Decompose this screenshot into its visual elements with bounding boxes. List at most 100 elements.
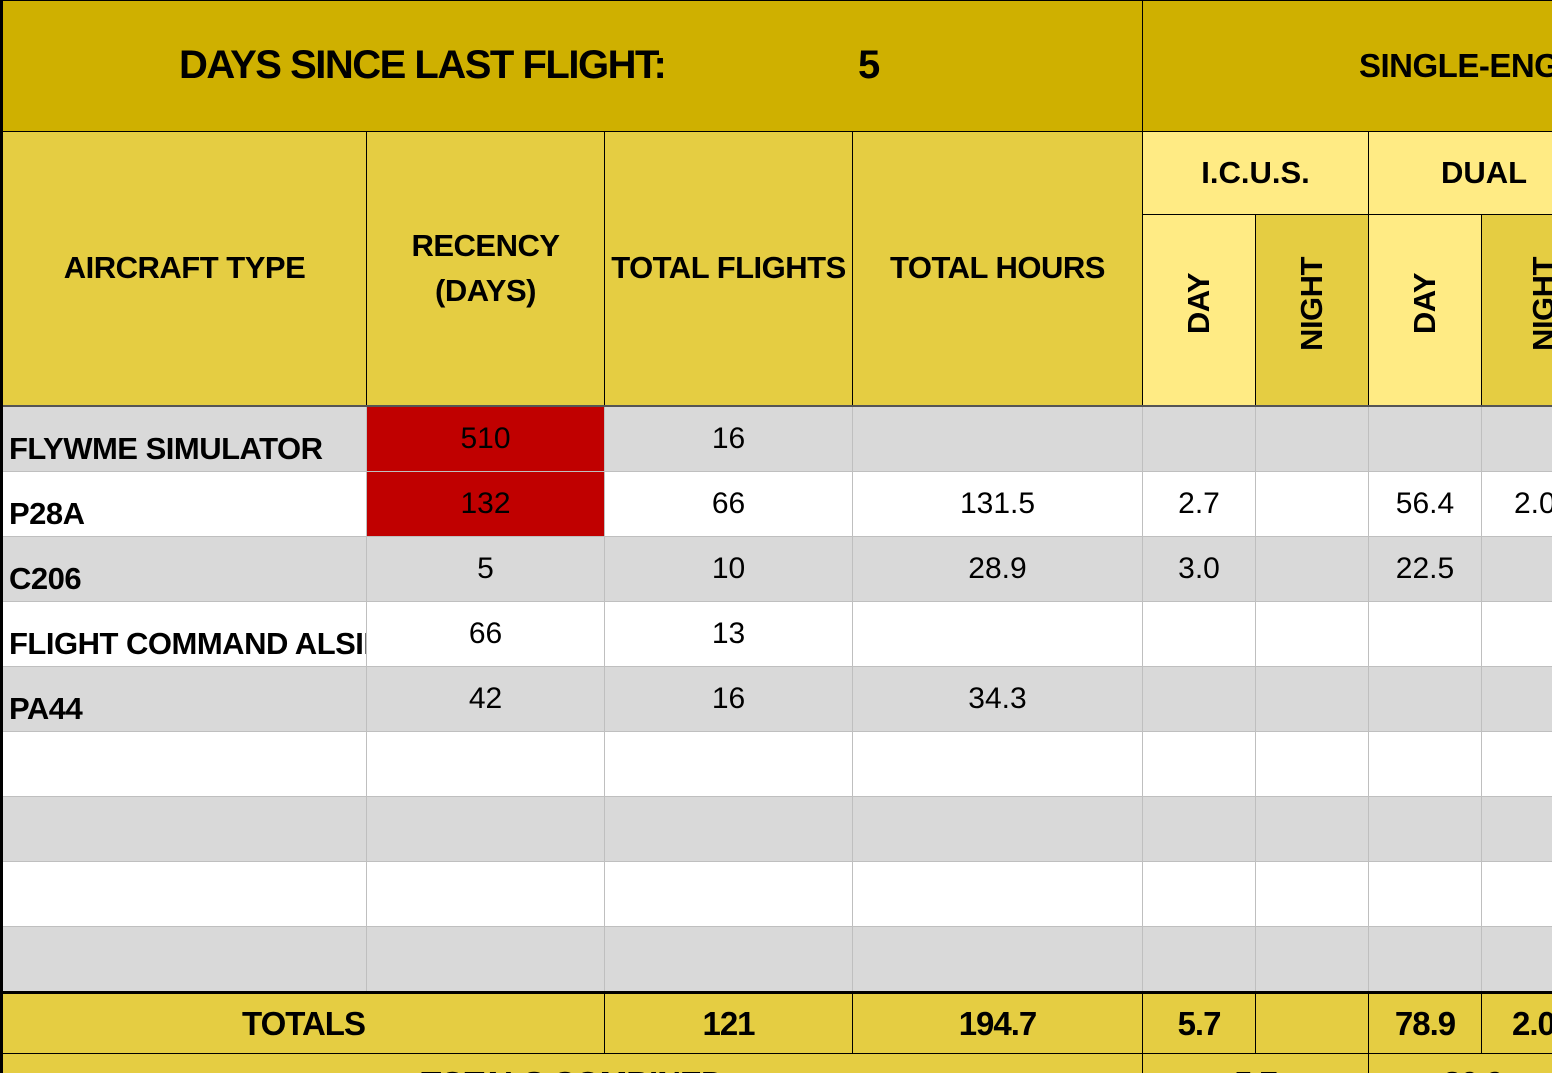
cell-icus-night[interactable] bbox=[1255, 536, 1369, 602]
cell-icus-day[interactable]: 2.7 bbox=[1142, 471, 1256, 537]
cell-icus-night[interactable] bbox=[1255, 471, 1369, 537]
totals-icus-night[interactable] bbox=[1255, 991, 1369, 1054]
cell-icus-day[interactable] bbox=[1142, 861, 1256, 927]
cell-dual-day[interactable] bbox=[1368, 796, 1482, 862]
cell-icus-day[interactable] bbox=[1142, 601, 1256, 667]
header-dual-day[interactable]: DAY bbox=[1368, 214, 1482, 407]
cell-recency[interactable] bbox=[366, 796, 605, 862]
cell-icus-day[interactable]: 3.0 bbox=[1142, 536, 1256, 602]
header-icus[interactable]: I.C.U.S. bbox=[1142, 131, 1369, 215]
cell-total-hours[interactable] bbox=[852, 861, 1143, 927]
totals-dual-night[interactable]: 2.0 bbox=[1480, 991, 1552, 1054]
cell-total-flights[interactable]: 10 bbox=[604, 536, 853, 602]
cell-recency[interactable] bbox=[366, 731, 605, 797]
days-since-last-flight-cell[interactable]: DAYS SINCE LAST FLIGHT: 5 bbox=[0, 0, 1143, 132]
cell-icus-night[interactable] bbox=[1255, 861, 1369, 927]
header-total-flights[interactable]: TOTAL FLIGHTS bbox=[604, 131, 853, 407]
cell-total-flights[interactable] bbox=[604, 861, 853, 927]
cell-dual-day[interactable] bbox=[1368, 601, 1482, 667]
cell-recency[interactable] bbox=[366, 861, 605, 927]
cell-recency[interactable]: 5 bbox=[366, 536, 605, 602]
cell-dual-night[interactable] bbox=[1480, 861, 1552, 927]
cell-total-flights[interactable] bbox=[604, 731, 853, 797]
cell-dual-night[interactable]: 2.0 bbox=[1480, 471, 1552, 537]
cell-total-flights[interactable]: 66 bbox=[604, 471, 853, 537]
cell-recency[interactable] bbox=[366, 926, 605, 993]
header-icus-night[interactable]: NIGHT bbox=[1255, 214, 1369, 407]
totals-hours[interactable]: 194.7 bbox=[852, 991, 1143, 1054]
header-aircraft-type[interactable]: AIRCRAFT TYPE bbox=[0, 131, 367, 407]
combined-dual[interactable]: 80.9 bbox=[1367, 1053, 1552, 1073]
totals-flights[interactable]: 121 bbox=[604, 991, 853, 1054]
cell-total-hours[interactable] bbox=[852, 796, 1143, 862]
cell-total-hours[interactable] bbox=[852, 731, 1143, 797]
header-label: RECENCY bbox=[411, 227, 560, 263]
cell-aircraft-type[interactable] bbox=[0, 926, 367, 993]
cell-dual-day[interactable]: 56.4 bbox=[1368, 471, 1482, 537]
cell-dual-night[interactable] bbox=[1480, 731, 1552, 797]
cell-icus-night[interactable] bbox=[1255, 666, 1369, 732]
cell-total-hours[interactable]: 131.5 bbox=[852, 471, 1143, 537]
cell-aircraft-type[interactable]: C206 bbox=[0, 536, 367, 602]
cell-total-hours[interactable] bbox=[852, 405, 1143, 472]
cell-dual-night[interactable] bbox=[1480, 405, 1552, 472]
cell-aircraft-type[interactable]: PA44 bbox=[0, 666, 367, 732]
totals-icus-day[interactable]: 5.7 bbox=[1142, 991, 1256, 1054]
cell-dual-day[interactable] bbox=[1368, 666, 1482, 732]
cell-total-flights[interactable]: 13 bbox=[604, 601, 853, 667]
table-row: FLIGHT COMMAND ALSIM 66 13 bbox=[0, 601, 1552, 667]
header-label: DAY bbox=[1406, 272, 1442, 335]
cell-total-flights[interactable] bbox=[604, 796, 853, 862]
combined-icus[interactable]: 5.7 bbox=[1142, 1053, 1369, 1073]
cell-total-flights[interactable] bbox=[604, 926, 853, 993]
header-label: TOTAL HOURS bbox=[890, 250, 1105, 286]
cell-recency[interactable]: 510 bbox=[366, 405, 605, 472]
cell-dual-day[interactable] bbox=[1368, 861, 1482, 927]
cell-total-flights[interactable]: 16 bbox=[604, 666, 853, 732]
cell-icus-day[interactable] bbox=[1142, 796, 1256, 862]
cell-dual-night[interactable] bbox=[1480, 926, 1552, 993]
cell-icus-night[interactable] bbox=[1255, 926, 1369, 993]
cell-total-hours[interactable] bbox=[852, 926, 1143, 993]
cell-icus-night[interactable] bbox=[1255, 601, 1369, 667]
table-row bbox=[0, 861, 1552, 927]
cell-total-hours[interactable] bbox=[852, 601, 1143, 667]
cell-recency[interactable]: 42 bbox=[366, 666, 605, 732]
cell-recency[interactable]: 132 bbox=[366, 471, 605, 537]
cell-icus-night[interactable] bbox=[1255, 405, 1369, 472]
cell-dual-night[interactable] bbox=[1480, 796, 1552, 862]
table-row: P28A 132 66 131.5 2.7 56.4 2.0 bbox=[0, 471, 1552, 537]
section-header-single-engine[interactable]: SINGLE-ENG bbox=[1141, 0, 1552, 132]
cell-icus-day[interactable] bbox=[1142, 405, 1256, 472]
cell-aircraft-type[interactable]: P28A bbox=[0, 471, 367, 537]
header-icus-day[interactable]: DAY bbox=[1142, 214, 1256, 407]
totals-row: TOTALS 121 194.7 5.7 78.9 2.0 bbox=[0, 991, 1552, 1054]
header-recency[interactable]: RECENCY (DAYS) bbox=[366, 131, 605, 407]
cell-aircraft-type[interactable]: FLIGHT COMMAND ALSIM bbox=[0, 601, 367, 667]
totals-dual-day[interactable]: 78.9 bbox=[1368, 991, 1482, 1054]
cell-dual-day[interactable] bbox=[1368, 731, 1482, 797]
cell-dual-night[interactable] bbox=[1480, 666, 1552, 732]
cell-total-hours[interactable]: 34.3 bbox=[852, 666, 1143, 732]
cell-dual-night[interactable] bbox=[1480, 536, 1552, 602]
cell-aircraft-type[interactable] bbox=[0, 861, 367, 927]
cell-dual-day[interactable]: 22.5 bbox=[1368, 536, 1482, 602]
cell-icus-night[interactable] bbox=[1255, 731, 1369, 797]
cell-icus-day[interactable] bbox=[1142, 666, 1256, 732]
cell-aircraft-type[interactable] bbox=[0, 796, 367, 862]
cell-aircraft-type[interactable] bbox=[0, 731, 367, 797]
totals-label: TOTALS bbox=[0, 991, 605, 1054]
header-dual[interactable]: DUAL bbox=[1367, 131, 1552, 215]
cell-icus-day[interactable] bbox=[1142, 731, 1256, 797]
cell-dual-day[interactable] bbox=[1368, 926, 1482, 993]
cell-aircraft-type[interactable]: FLYWME SIMULATOR bbox=[0, 405, 367, 472]
cell-recency[interactable]: 66 bbox=[366, 601, 605, 667]
cell-icus-day[interactable] bbox=[1142, 926, 1256, 993]
header-total-hours[interactable]: TOTAL HOURS bbox=[852, 131, 1143, 407]
cell-icus-night[interactable] bbox=[1255, 796, 1369, 862]
cell-total-flights[interactable]: 16 bbox=[604, 405, 853, 472]
cell-dual-night[interactable] bbox=[1480, 601, 1552, 667]
cell-total-hours[interactable]: 28.9 bbox=[852, 536, 1143, 602]
cell-dual-day[interactable] bbox=[1368, 405, 1482, 472]
header-dual-night[interactable]: NIGHT bbox=[1480, 214, 1552, 407]
